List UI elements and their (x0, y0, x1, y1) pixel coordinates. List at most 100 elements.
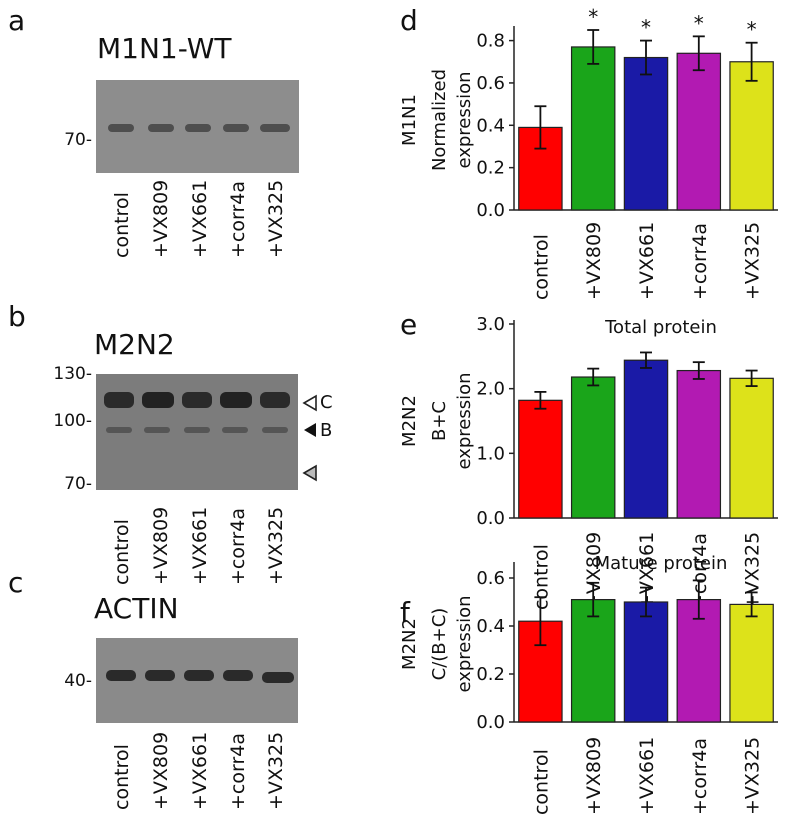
x-tick-label: +corr4a (689, 533, 711, 610)
open-arrow-icon (302, 464, 317, 482)
bar-chart-f: 0.0 0.2 0.4 0.6 M2N2 C/(B+C) expression Mature … (399, 553, 778, 815)
band-label-b: B (320, 420, 333, 441)
bar (570, 598, 616, 723)
y-axis-label: M2N2 (399, 395, 420, 447)
y-axis-label: expression (454, 595, 475, 692)
bar (623, 56, 669, 211)
significance-marker: * (694, 11, 704, 35)
bar (729, 603, 774, 723)
y-axis-label: B+C (429, 401, 450, 441)
blot-band (184, 670, 214, 681)
x-tick-label: +VX325 (742, 532, 764, 610)
y-axis-label: expression (454, 372, 475, 469)
x-tick-label: +VX325 (742, 737, 764, 815)
band-label-c: C (320, 392, 333, 413)
panel-letter-e: e (400, 308, 418, 341)
bar (623, 601, 669, 723)
blot-band (223, 124, 249, 132)
blot-band (260, 124, 290, 132)
y-tick-label: 0.6 (476, 73, 505, 94)
bar (518, 399, 563, 519)
blot-band (262, 672, 294, 683)
western-blot-c (96, 638, 298, 723)
bar-chart-e: 0.0 1.0 2.0 3.0 M2N2 B+C expression Total prote… (399, 314, 778, 610)
y-axis-label: expression (454, 71, 475, 168)
x-tick-label: control (530, 544, 552, 610)
blot-band (108, 124, 134, 132)
y-tick-label: 0.4 (476, 115, 505, 136)
x-tick-label: +VX809 (583, 737, 605, 815)
open-arrow-c-icon (302, 394, 317, 412)
blot-title-c: ACTIN (94, 592, 179, 625)
significance-marker: * (588, 5, 598, 29)
blot-title-b: M2N2 (94, 328, 175, 361)
blot-band-b (222, 427, 248, 433)
panel-letter-b: b (8, 300, 26, 333)
y-tick-label: 3.0 (476, 314, 505, 335)
bar (570, 46, 616, 211)
blot-band-c (142, 392, 174, 408)
mw-marker-70: 70- (64, 474, 92, 494)
significance-marker: * (747, 18, 757, 42)
western-blot-b (96, 374, 298, 490)
mw-marker-40: 40- (64, 671, 92, 691)
y-tick-label: 0.8 (476, 31, 505, 52)
panel-letter-f: f (400, 596, 410, 629)
blot-band-c (104, 392, 134, 408)
y-tick-label: 2.0 (476, 379, 505, 400)
bar-chart-d: 0.0 0.2 0.4 0.6 0.8 M1N1 Normalized expression c… (399, 5, 778, 300)
bar (729, 377, 774, 519)
blot-band-b (184, 427, 210, 433)
filled-arrow-b-icon (304, 423, 316, 437)
mw-marker-70: 70- (64, 130, 92, 150)
panel-letter-d: d (400, 4, 418, 37)
y-tick-label: 0.0 (476, 200, 505, 221)
y-tick-label: 1.0 (476, 443, 505, 464)
bar (570, 376, 616, 519)
blot-band-c (220, 392, 252, 408)
y-axis-label: M2N2 (399, 618, 420, 670)
blot-band-c (260, 392, 290, 408)
mw-marker-130: 130- (53, 364, 92, 384)
significance-marker: * (641, 16, 651, 40)
x-tick-label: +VX661 (636, 222, 658, 300)
blot-title-a: M1N1-WT (97, 32, 232, 65)
bar (676, 369, 722, 519)
blot-band-b (144, 427, 170, 433)
x-tick-label: +corr4a (689, 223, 711, 300)
bar (729, 61, 774, 211)
blot-band-c (182, 392, 212, 408)
blot-band-b (262, 427, 288, 433)
x-tick-label: +VX809 (583, 222, 605, 300)
y-tick-label: 0.4 (476, 616, 505, 637)
y-tick-label: 0.2 (476, 158, 505, 179)
x-tick-label: control (530, 749, 552, 815)
x-tick-label: +VX661 (636, 532, 658, 610)
panel-letter-a: a (8, 4, 26, 37)
chart-title: Total protein (604, 317, 717, 338)
x-tick-label: control (530, 234, 552, 300)
x-tick-label: +VX325 (742, 222, 764, 300)
y-tick-label: 0.6 (476, 568, 505, 589)
y-axis-label: C/(B+C) (429, 608, 450, 681)
x-tick-label: +VX809 (583, 532, 605, 610)
blot-band (223, 670, 253, 681)
bar (676, 598, 722, 723)
x-tick-label: +VX661 (636, 737, 658, 815)
x-tick-label: +corr4a (689, 738, 711, 815)
y-tick-label: 0.2 (476, 664, 505, 685)
western-blot-a (96, 80, 299, 173)
blot-band-b (106, 427, 132, 433)
y-tick-label: 0.0 (476, 508, 505, 529)
y-tick-label: 0.0 (476, 712, 505, 733)
mw-marker-100: 100- (53, 411, 92, 431)
y-axis-label: Normalized (429, 69, 450, 171)
blot-band (106, 670, 136, 681)
blot-band (148, 124, 174, 132)
y-axis-label: M1N1 (399, 94, 420, 146)
band-arrows (302, 394, 317, 482)
bar (676, 52, 722, 211)
blot-band (145, 670, 175, 681)
chart-title: Mature protein (595, 553, 728, 574)
